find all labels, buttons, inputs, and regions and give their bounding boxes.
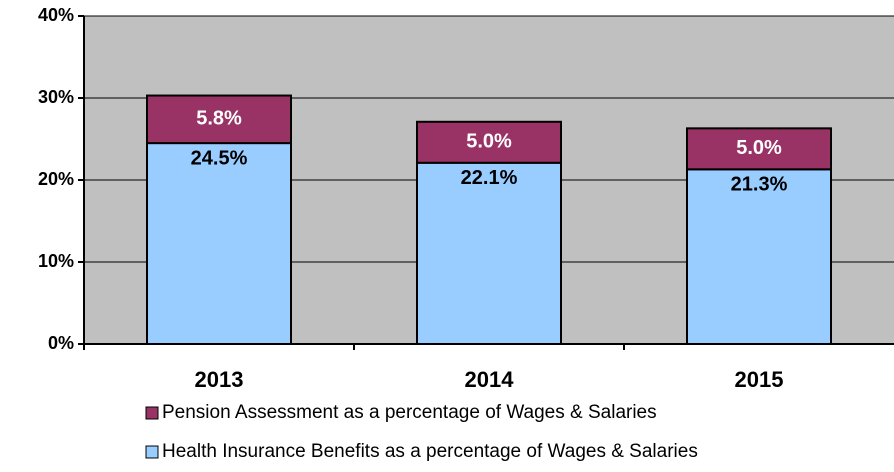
bar-segment <box>686 127 832 171</box>
x-tick-label: 2014 <box>465 367 515 392</box>
legend-swatch <box>145 406 159 420</box>
bar-segment <box>146 94 292 145</box>
data-label: 24.5% <box>191 147 248 169</box>
x-tick-label: 2015 <box>735 367 784 392</box>
bar-segment <box>146 142 292 345</box>
legend-label: Health Insurance Benefits as a percentag… <box>162 441 698 462</box>
data-label: 5.8% <box>196 108 242 130</box>
y-tick-label: 10% <box>38 251 74 271</box>
y-tick-label: 0% <box>48 333 74 353</box>
legend-swatch <box>145 445 159 459</box>
bar-segment <box>416 120 562 164</box>
data-label: 5.0% <box>466 131 512 153</box>
x-tick-label: 2013 <box>195 367 244 392</box>
data-label: 22.1% <box>461 167 518 189</box>
legend-label: Pension Assessment as a percentage of Wa… <box>162 402 657 423</box>
y-tick-label: 20% <box>38 169 74 189</box>
bar-segment <box>416 161 562 345</box>
y-tick-label: 30% <box>38 87 74 107</box>
data-label: 21.3% <box>731 174 788 196</box>
data-label: 5.0% <box>736 137 782 159</box>
y-tick-label: 40% <box>38 5 74 25</box>
